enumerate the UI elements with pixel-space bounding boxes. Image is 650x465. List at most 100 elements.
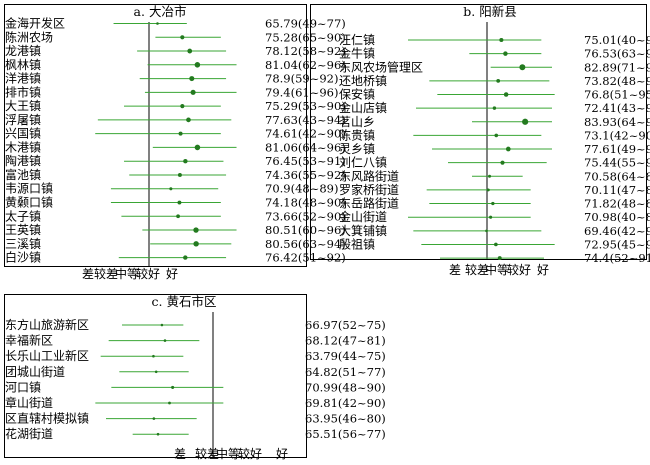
mean-dot [494,133,499,138]
row-value-label: 64.82(51~77) [305,365,386,379]
axis-category-label: 中等 [485,262,509,277]
row-value-label: 77.61(49~94) [584,142,650,156]
row-name-label: 章山街道 [5,395,53,410]
row-name-label: 兴国镇 [5,127,41,141]
mean-dot [183,158,188,164]
row-name-label: 长乐山工业新区 [5,348,89,363]
mean-dot [496,78,501,83]
row-name-label: 黄颡口镇 [5,196,53,210]
mean-dot [492,106,497,110]
row-name-label: 金山街道 [339,209,387,224]
row-name-label: 东风农场管理区 [339,59,423,74]
row-name-label: 殷祖镇 [339,236,375,251]
row-name-label: 太子镇 [5,208,41,223]
row-value-label: 76.8(51~95) [584,88,650,102]
row-value-label: 80.56(63~94) [265,237,346,251]
row-name-label: 金牛镇 [339,46,375,61]
row-name-label: 木港镇 [5,140,41,154]
mean-dot [489,215,493,219]
row-name-label: 大王镇 [5,99,41,113]
row-name-label: 花湖街道 [5,426,53,441]
mean-dot [177,200,182,205]
mean-dot [499,37,504,43]
axis-category-label: 差 [174,447,186,461]
row-value-label: 74.4(52~91) [584,251,650,265]
mean-dot [488,174,492,178]
mean-dot [500,160,505,165]
panel-frame [4,4,307,267]
mean-dot [169,187,173,191]
axis-category-label: 较好 [136,266,160,281]
row-value-label: 81.04(62~96) [265,58,346,72]
row-value-label: 80.51(60~96) [265,223,346,237]
axis-category-label: 差 [82,267,94,281]
panel-title: b. 阳新县 [463,4,516,19]
row-name-label: 罗家桥街道 [339,182,399,197]
mean-dot [156,22,159,25]
axis-category-label: 较差 [465,262,489,277]
row-name-label: 东岳路街道 [339,196,399,211]
row-value-label: 72.41(43~94) [584,101,650,115]
row-value-label: 75.29(53~90) [265,99,346,113]
row-name-label: 灵乡镇 [339,142,375,156]
row-value-label: 70.99(48~90) [305,380,386,394]
row-value-label: 74.36(55~92) [265,168,346,182]
axis-category-label: 好 [276,447,288,461]
row-value-label: 70.9(48~89) [265,182,338,196]
mean-dot [503,51,508,56]
mean-dot [187,48,193,54]
row-name-label: 金海开发区 [5,16,65,31]
row-name-label: 陶港镇 [5,153,41,168]
axis-category-label: 中等 [115,266,139,281]
axis-category-label: 较差 [94,266,118,281]
panel-title: c. 黄石市区 [152,294,217,309]
row-value-label: 66.97(52~75) [305,318,386,332]
mean-dot [183,255,188,260]
row-name-label: 刘仁八镇 [339,156,387,170]
row-value-label: 70.58(64~83) [584,169,650,183]
mean-dot [497,256,502,261]
mean-dot [177,173,182,177]
mean-dot [180,104,185,109]
axis-category-label: 较差 [195,446,219,461]
mean-dot [190,89,196,95]
row-value-label: 69.46(42~90) [584,224,650,238]
row-value-label: 70.11(47~86) [584,183,650,197]
mean-dot [519,64,526,71]
mean-dot [152,354,155,358]
mean-dot [194,62,201,68]
row-name-label: 排市镇 [5,84,41,99]
row-value-label: 76.53(63~90) [584,47,650,61]
row-name-label: 浮屠镇 [5,113,41,127]
mean-dot [486,188,490,192]
row-value-label: 74.18(48~90) [265,196,346,210]
mean-dot [178,131,183,136]
row-value-label: 73.66(52~90) [265,209,346,223]
panel-title: a. 大冶市 [134,4,187,19]
row-value-label: 68.12(47~81) [305,334,386,348]
row-name-label: 龙港镇 [5,44,41,58]
row-name-label: 团城山街道 [5,365,65,379]
axis-category-label: 较好 [507,262,531,277]
row-value-label: 70.98(40~86) [584,210,650,224]
row-value-label: 82.89(71~94) [584,60,650,74]
mean-dot [485,229,488,233]
row-value-label: 73.82(48~93) [584,74,650,88]
row-value-label: 77.63(43~94) [265,113,346,127]
axis-category-label: 较好 [238,446,262,461]
row-value-label: 73.1(42~90) [584,128,650,142]
mean-dot [168,401,171,405]
mean-dot [494,242,498,247]
axis-category-label: 好 [537,263,549,277]
row-name-label: 汪仁镇 [339,33,375,47]
axis-category-label: 中等 [216,446,240,461]
row-value-label: 79.4(61~96) [265,85,338,99]
row-value-label: 81.06(64~96) [265,140,346,154]
row-name-label: 区直辖村模拟镇 [5,411,89,426]
row-name-label: 东风路街道 [339,168,399,183]
mean-dot [160,323,164,327]
row-value-label: 76.45(53~91) [265,154,346,168]
mean-dot [194,144,201,151]
